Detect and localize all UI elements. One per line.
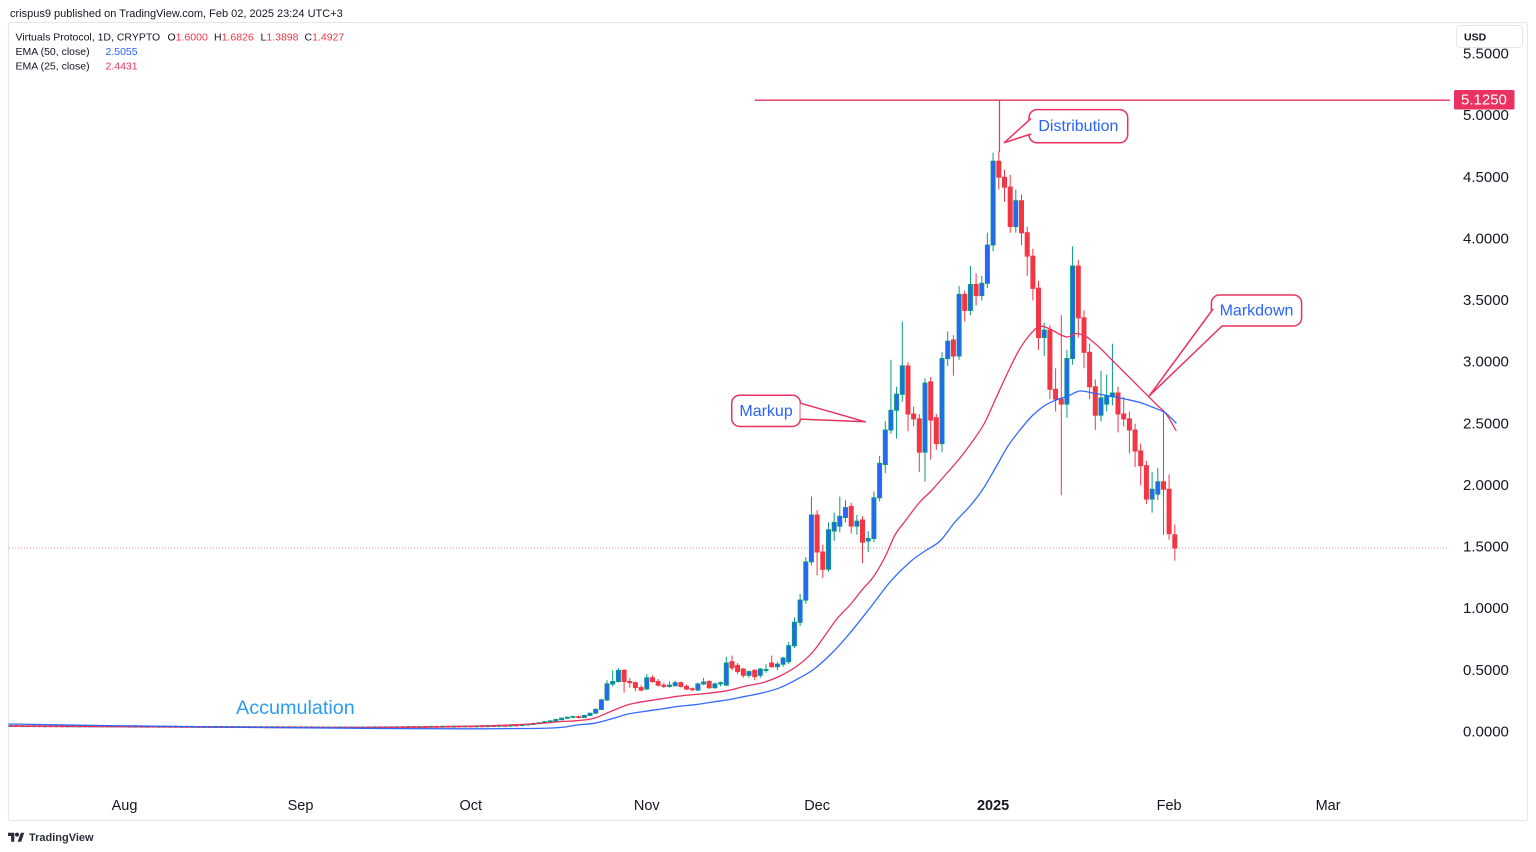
svg-text:EMA (50, close)2.5055: EMA (50, close) 2.5055 xyxy=(16,46,138,58)
svg-text:2.0000: 2.0000 xyxy=(1463,477,1509,494)
svg-text:5.0000: 5.0000 xyxy=(1463,107,1509,124)
svg-text:5.5000: 5.5000 xyxy=(1463,46,1509,63)
svg-text:Distribution: Distribution xyxy=(1038,118,1118,135)
svg-text:0.5000: 0.5000 xyxy=(1463,662,1509,679)
svg-text:Accumulation: Accumulation xyxy=(236,697,355,719)
svg-text:Sep: Sep xyxy=(288,798,314,814)
svg-text:Nov: Nov xyxy=(634,798,661,814)
svg-text:1.5000: 1.5000 xyxy=(1463,539,1509,556)
svg-text:2.5000: 2.5000 xyxy=(1463,415,1509,432)
svg-text:0.0000: 0.0000 xyxy=(1463,724,1509,741)
svg-text:EMA (25, close)2.4431: EMA (25, close) 2.4431 xyxy=(16,61,138,73)
svg-text:2025: 2025 xyxy=(977,798,1009,814)
svg-text:Feb: Feb xyxy=(1157,798,1182,814)
svg-text:3.0000: 3.0000 xyxy=(1463,354,1509,371)
svg-text:Aug: Aug xyxy=(112,798,138,814)
svg-text:3.5000: 3.5000 xyxy=(1463,292,1509,309)
svg-text:Oct: Oct xyxy=(460,798,483,814)
svg-text:TradingView: TradingView xyxy=(29,832,94,844)
svg-text:Dec: Dec xyxy=(804,798,830,814)
svg-text:4.5000: 4.5000 xyxy=(1463,169,1509,186)
svg-text:Markup: Markup xyxy=(739,403,792,420)
svg-text:Mar: Mar xyxy=(1316,798,1341,814)
svg-text:USD: USD xyxy=(1464,32,1487,44)
svg-text:1.0000: 1.0000 xyxy=(1463,600,1509,617)
svg-text:5.1250: 5.1250 xyxy=(1461,92,1507,109)
svg-text:4.0000: 4.0000 xyxy=(1463,230,1509,247)
svg-text:Markdown: Markdown xyxy=(1220,303,1294,320)
svg-text:crispus9 published on TradingV: crispus9 published on TradingView.com, F… xyxy=(10,8,343,20)
